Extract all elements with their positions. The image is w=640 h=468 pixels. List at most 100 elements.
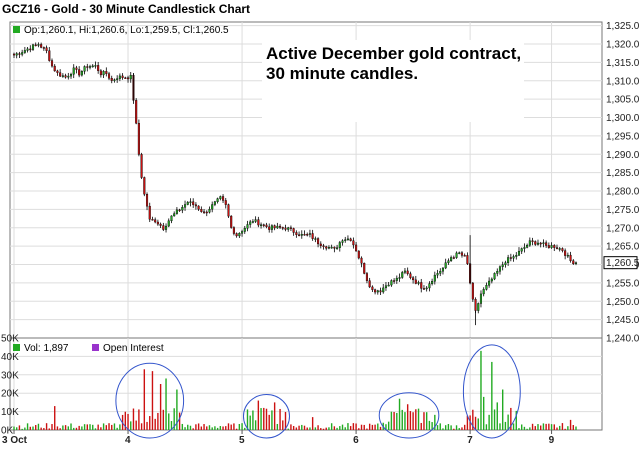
candle-body [208, 208, 211, 213]
candlestick-series [12, 42, 578, 326]
candle-body [137, 122, 140, 155]
volume-bar [181, 423, 184, 430]
candle-body [216, 198, 219, 202]
candle-body [463, 255, 466, 257]
price-tick-label: 1,300.0 [606, 113, 640, 124]
volume-highlight-circles [115, 344, 521, 439]
candle-body [15, 53, 18, 56]
volume-bar [241, 423, 243, 430]
candle-body [251, 221, 254, 223]
volume-bar [219, 426, 222, 430]
candle-body [69, 74, 73, 77]
candle-body [64, 75, 67, 78]
candle-body [295, 232, 298, 235]
volume-bar [328, 427, 330, 430]
volume-tick-label: 0K [1, 426, 14, 437]
candle-body [414, 279, 417, 284]
volume-bar [214, 426, 216, 430]
candle-body [53, 65, 56, 72]
volume-bar [268, 414, 270, 430]
candle-body [311, 233, 314, 239]
volume-legend-swatch [13, 344, 20, 351]
candle-body [21, 52, 24, 55]
volume-bar [276, 423, 279, 430]
volume-bar [78, 425, 80, 430]
volume-bar [320, 428, 322, 430]
volume-bar [363, 424, 365, 430]
candle-body [336, 247, 339, 249]
volume-highlight-ellipse [462, 344, 521, 439]
candle-body [452, 257, 455, 259]
candle-body [254, 219, 257, 222]
volume-bar [374, 424, 376, 430]
candle-body [116, 78, 119, 80]
volume-bar [504, 421, 507, 430]
volume-bar [83, 424, 86, 430]
candle-body [314, 238, 317, 240]
candle-body [428, 283, 431, 289]
candle-body [550, 245, 553, 248]
candle-body [235, 233, 238, 237]
candle-body [143, 177, 146, 195]
volume-bar [477, 418, 479, 430]
volume-bar [322, 428, 325, 430]
x-tick-label: 6 [353, 435, 359, 446]
candle-body [59, 72, 62, 77]
candle-body [154, 219, 157, 223]
volume-bar [480, 350, 482, 430]
x-tick-label: 4 [125, 435, 131, 446]
volume-bar [393, 411, 395, 430]
candle-body [140, 154, 143, 178]
volume-tick-label: 20K [1, 389, 19, 400]
candle-body [162, 225, 165, 230]
volume-bar [195, 424, 197, 430]
candle-body [425, 287, 428, 290]
candle-body [376, 290, 379, 293]
volume-bar [108, 423, 110, 430]
x-tick-label: 7 [467, 435, 473, 446]
candle-body [265, 224, 268, 228]
volume-bar [290, 424, 292, 430]
volume-bar [417, 408, 420, 430]
volume-bar [119, 424, 121, 430]
volume-bar [32, 426, 34, 430]
volume-bar [368, 423, 371, 430]
volume-bar [295, 427, 298, 430]
volume-bar [561, 423, 564, 430]
candle-body [308, 233, 311, 235]
candle-body [31, 44, 35, 50]
volume-bar [330, 423, 333, 430]
candle-body [371, 286, 374, 290]
volume-bar [387, 421, 390, 430]
candle-body [420, 282, 423, 289]
candle-body [349, 238, 352, 241]
candle-body [531, 240, 534, 242]
candle-body [194, 204, 197, 207]
volume-tick-label: 40K [1, 352, 19, 363]
volume-bar [235, 428, 238, 430]
candle-body [333, 246, 336, 249]
x-tick-label: 5 [239, 435, 245, 446]
volume-tick-label: 30K [1, 370, 19, 381]
candle-body [289, 227, 292, 229]
candle-body [61, 75, 64, 77]
volume-bar [162, 409, 165, 430]
volume-bar [154, 418, 156, 430]
volume-bar [455, 425, 458, 430]
volume-bar [102, 423, 105, 430]
candle-body [509, 257, 512, 259]
candle-body [390, 280, 393, 286]
volume-bar [360, 424, 363, 430]
candle-body [417, 282, 420, 284]
volume-bar [485, 424, 488, 430]
candle-body [105, 71, 108, 74]
candle-body [368, 280, 371, 288]
volume-bar [472, 409, 474, 430]
volume-bar [420, 422, 422, 430]
candle-body [566, 254, 569, 257]
candle-body [300, 234, 303, 236]
volume-bar [534, 426, 536, 430]
candle-body [477, 303, 480, 311]
candle-body [379, 290, 382, 293]
chart-title: GCZ16 - Gold - 30 Minute Candlestick Cha… [2, 2, 250, 16]
